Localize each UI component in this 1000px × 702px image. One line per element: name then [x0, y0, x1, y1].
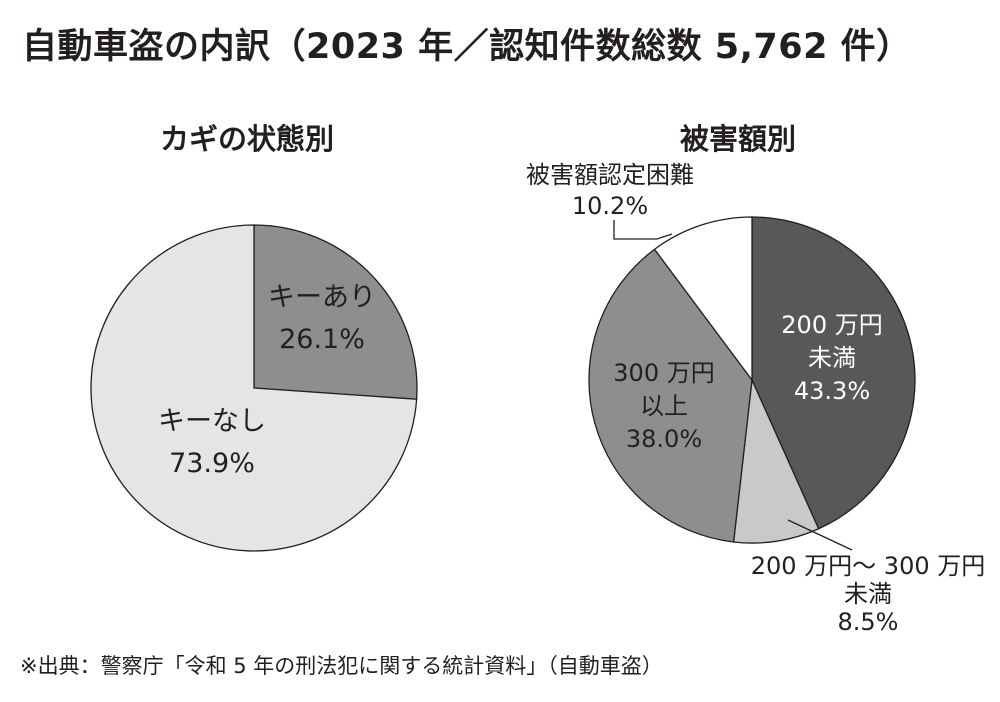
pie-0-value-label-1: 73.9% — [169, 448, 255, 479]
page-title: 自動車盗の内訳（2023 年／認知件数総数 5,762 件） — [22, 27, 912, 67]
pie-1-category-label-0: 200 万円 — [781, 311, 882, 339]
pie-1-label-2: 300 万円以上 38.0% — [613, 359, 714, 453]
pie-1-category-label-1: 200 万円～ 300 万円 — [751, 552, 986, 580]
damage-amount-pie: 200 万円未満 43.3%200 万円～ 300 万円未満 8.5%300 万円以… — [526, 161, 985, 636]
pie-0-label-0: キーあり 26.1% — [268, 282, 376, 355]
pie-1-leader-3 — [613, 220, 673, 240]
key-status-pie: キーあり 26.1% キーなし 73.9% — [90, 224, 418, 552]
damage-amount-chart-title: 被害額別 — [680, 122, 797, 156]
pie-1-value-label-2: 38.0% — [626, 425, 702, 453]
pie-1-leader-1 — [787, 519, 853, 551]
key-status-chart-title: カギの状態別 — [160, 122, 335, 156]
pie-1-label-1: 200 万円～ 300 万円未満 8.5% — [751, 552, 986, 636]
pie-0-slice-1 — [90, 224, 418, 552]
pie-1-slice-1 — [732, 377, 820, 544]
pie-1-category-label-3: 被害額認定困難 — [526, 161, 694, 189]
pie-1-category-label-1: 未満 — [844, 580, 892, 608]
pie-1-category-label-2: 以上 — [640, 392, 688, 420]
pie-1-label-0: 200 万円未満 43.3% — [781, 311, 882, 405]
pie-0-label-1: キーなし 73.9% — [158, 406, 266, 479]
source-note: ※出典：警察庁「令和 5 年の刑法犯に関する統計資料」（自動車盗） — [20, 654, 663, 678]
pie-1-category-label-0: 未満 — [808, 344, 856, 372]
pie-0-category-label-1: キーなし — [158, 406, 266, 437]
pie-1-slice-0 — [751, 216, 916, 530]
pie-1-value-label-3: 10.2% — [572, 192, 648, 220]
pie-0-value-label-0: 26.1% — [279, 324, 365, 355]
pie-1-label-3: 被害額認定困難 10.2% — [526, 161, 694, 220]
pie-1-slice-3 — [653, 216, 753, 382]
pie-1-slice-2 — [588, 248, 753, 543]
pie-1-value-label-0: 43.3% — [794, 377, 870, 405]
pie-1-category-label-2: 300 万円 — [613, 359, 714, 387]
pie-0-category-label-0: キーあり — [268, 282, 376, 313]
pie-0-slice-0 — [253, 224, 418, 400]
pie-1-value-label-1: 8.5% — [838, 608, 899, 636]
